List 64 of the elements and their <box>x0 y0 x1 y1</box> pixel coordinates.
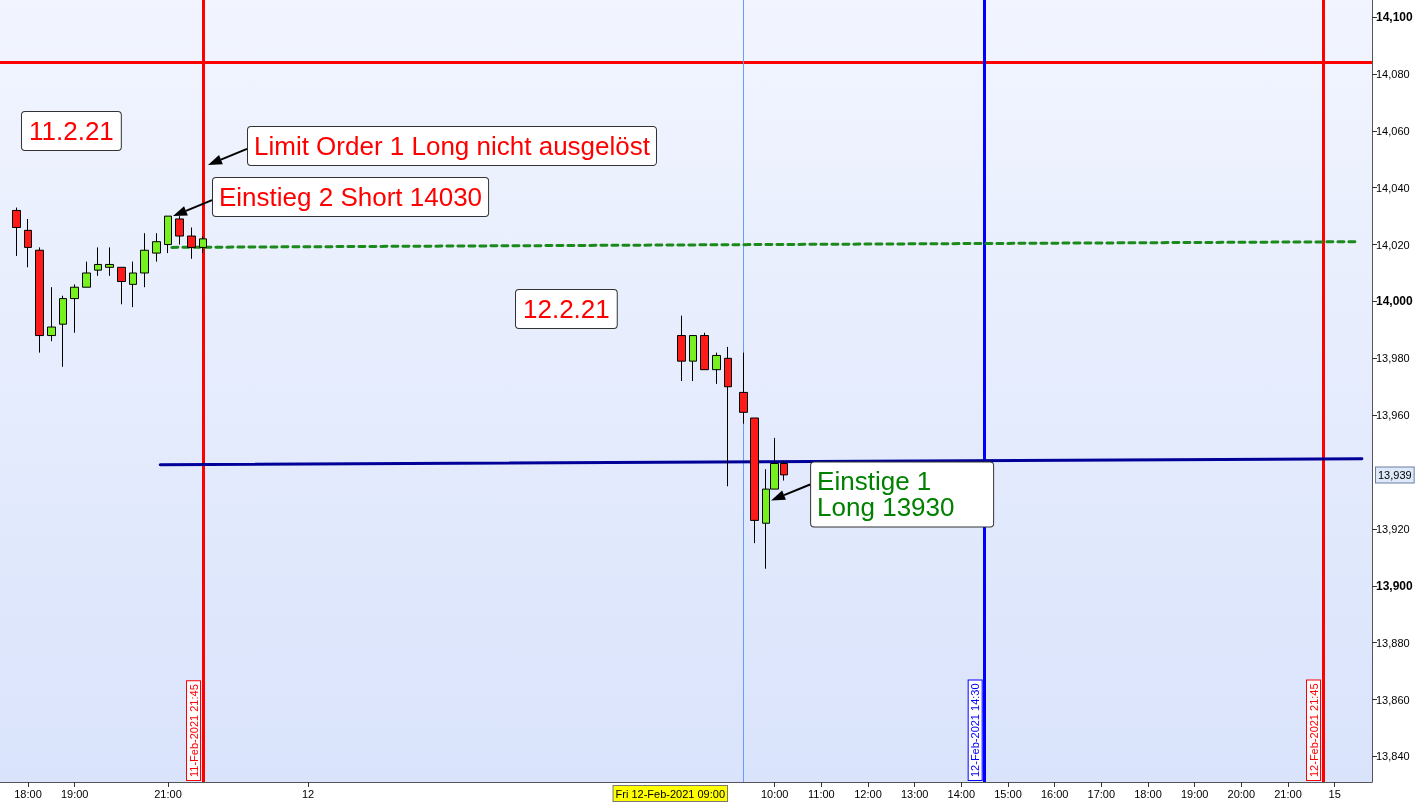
x-tick-label: 14:00 <box>947 787 976 800</box>
x-tick-label: 21:00 <box>1274 787 1302 800</box>
candlestick <box>164 215 172 254</box>
x-tick-label: 10:00 <box>760 787 789 800</box>
x-tick-label: 17:00 <box>1087 787 1116 800</box>
y-tick-label: 13,880 <box>1376 636 1410 649</box>
candlestick <box>152 232 161 263</box>
y-tick-label: 14,080 <box>1376 67 1410 80</box>
candlestick <box>59 295 67 368</box>
ref-line-label: 12-Feb-2021 14:30 <box>969 683 982 777</box>
text: Fri 12-Feb-2021 09:00 <box>615 787 725 800</box>
annotation: Einstieg 2 Short 14030 <box>219 182 483 213</box>
y-tick-label: 14,060 <box>1376 124 1410 137</box>
x-tick-label: 18:00 <box>1134 787 1162 800</box>
annotation: 12.2.21 <box>523 294 610 324</box>
x-tick-label: 12:00 <box>854 787 882 800</box>
candlestick <box>175 215 184 246</box>
x-tick-label: 19:00 <box>60 787 89 800</box>
y-tick-label: 13,860 <box>1376 693 1410 706</box>
candlestick <box>700 332 709 371</box>
x-tick-label: 12 <box>301 787 315 800</box>
y-tick-label: 13,920 <box>1376 522 1410 535</box>
candlestick <box>724 346 732 487</box>
candlestick <box>47 286 56 342</box>
y-tick-label: 14,040 <box>1376 181 1410 194</box>
candlestick <box>689 335 697 382</box>
x-tick-label: 16:00 <box>1040 787 1069 800</box>
candlestick <box>187 226 196 260</box>
y-tick-label: 13,840 <box>1376 750 1410 763</box>
candlestick <box>117 266 126 305</box>
candlestick <box>140 232 149 288</box>
candlestick <box>199 235 207 254</box>
annotation: 11.2.21 <box>29 116 114 146</box>
candlestick <box>105 246 114 277</box>
x-tick-label: 18:00 <box>14 787 42 800</box>
candlestick <box>24 218 32 268</box>
x-tick-label: 15 <box>1328 787 1341 800</box>
annotation: Einstige 1 Long 13930 <box>817 466 955 523</box>
candlestick <box>94 246 102 277</box>
candlestick <box>12 207 21 257</box>
annotation: Limit Order 1 Long nicht ausgelöst <box>254 130 651 161</box>
x-tick-label: 15:00 <box>994 787 1022 800</box>
candlestick <box>712 352 721 385</box>
x-tick-label: 21:00 <box>154 787 182 800</box>
text: 13,939 <box>1378 469 1412 481</box>
candlestick <box>750 417 759 544</box>
y-tick-label: 13,980 <box>1376 352 1410 365</box>
x-tick-label: 20:00 <box>1227 787 1256 800</box>
candlestick <box>82 261 91 288</box>
y-tick-label: 13,960 <box>1376 409 1410 422</box>
x-tick-label: 13:00 <box>900 787 929 800</box>
candlestick <box>739 352 748 425</box>
ref-line-label: 11-Feb-2021 21:45 <box>187 684 200 777</box>
candlestick <box>35 246 44 354</box>
candlestick <box>677 315 686 382</box>
y-tick-label: 13,900 <box>1376 578 1414 593</box>
candlestick <box>70 283 79 334</box>
x-tick-label: 11:00 <box>807 787 835 800</box>
x-tick-label: 19:00 <box>1180 787 1209 800</box>
ref-line-label: 12-Feb-2021 21:45 <box>1307 683 1320 777</box>
y-tick-label: 14,020 <box>1376 238 1410 251</box>
y-tick-label: 14,000 <box>1376 294 1414 309</box>
candlestick <box>129 261 137 308</box>
y-tick-label: 14,100 <box>1376 10 1414 25</box>
